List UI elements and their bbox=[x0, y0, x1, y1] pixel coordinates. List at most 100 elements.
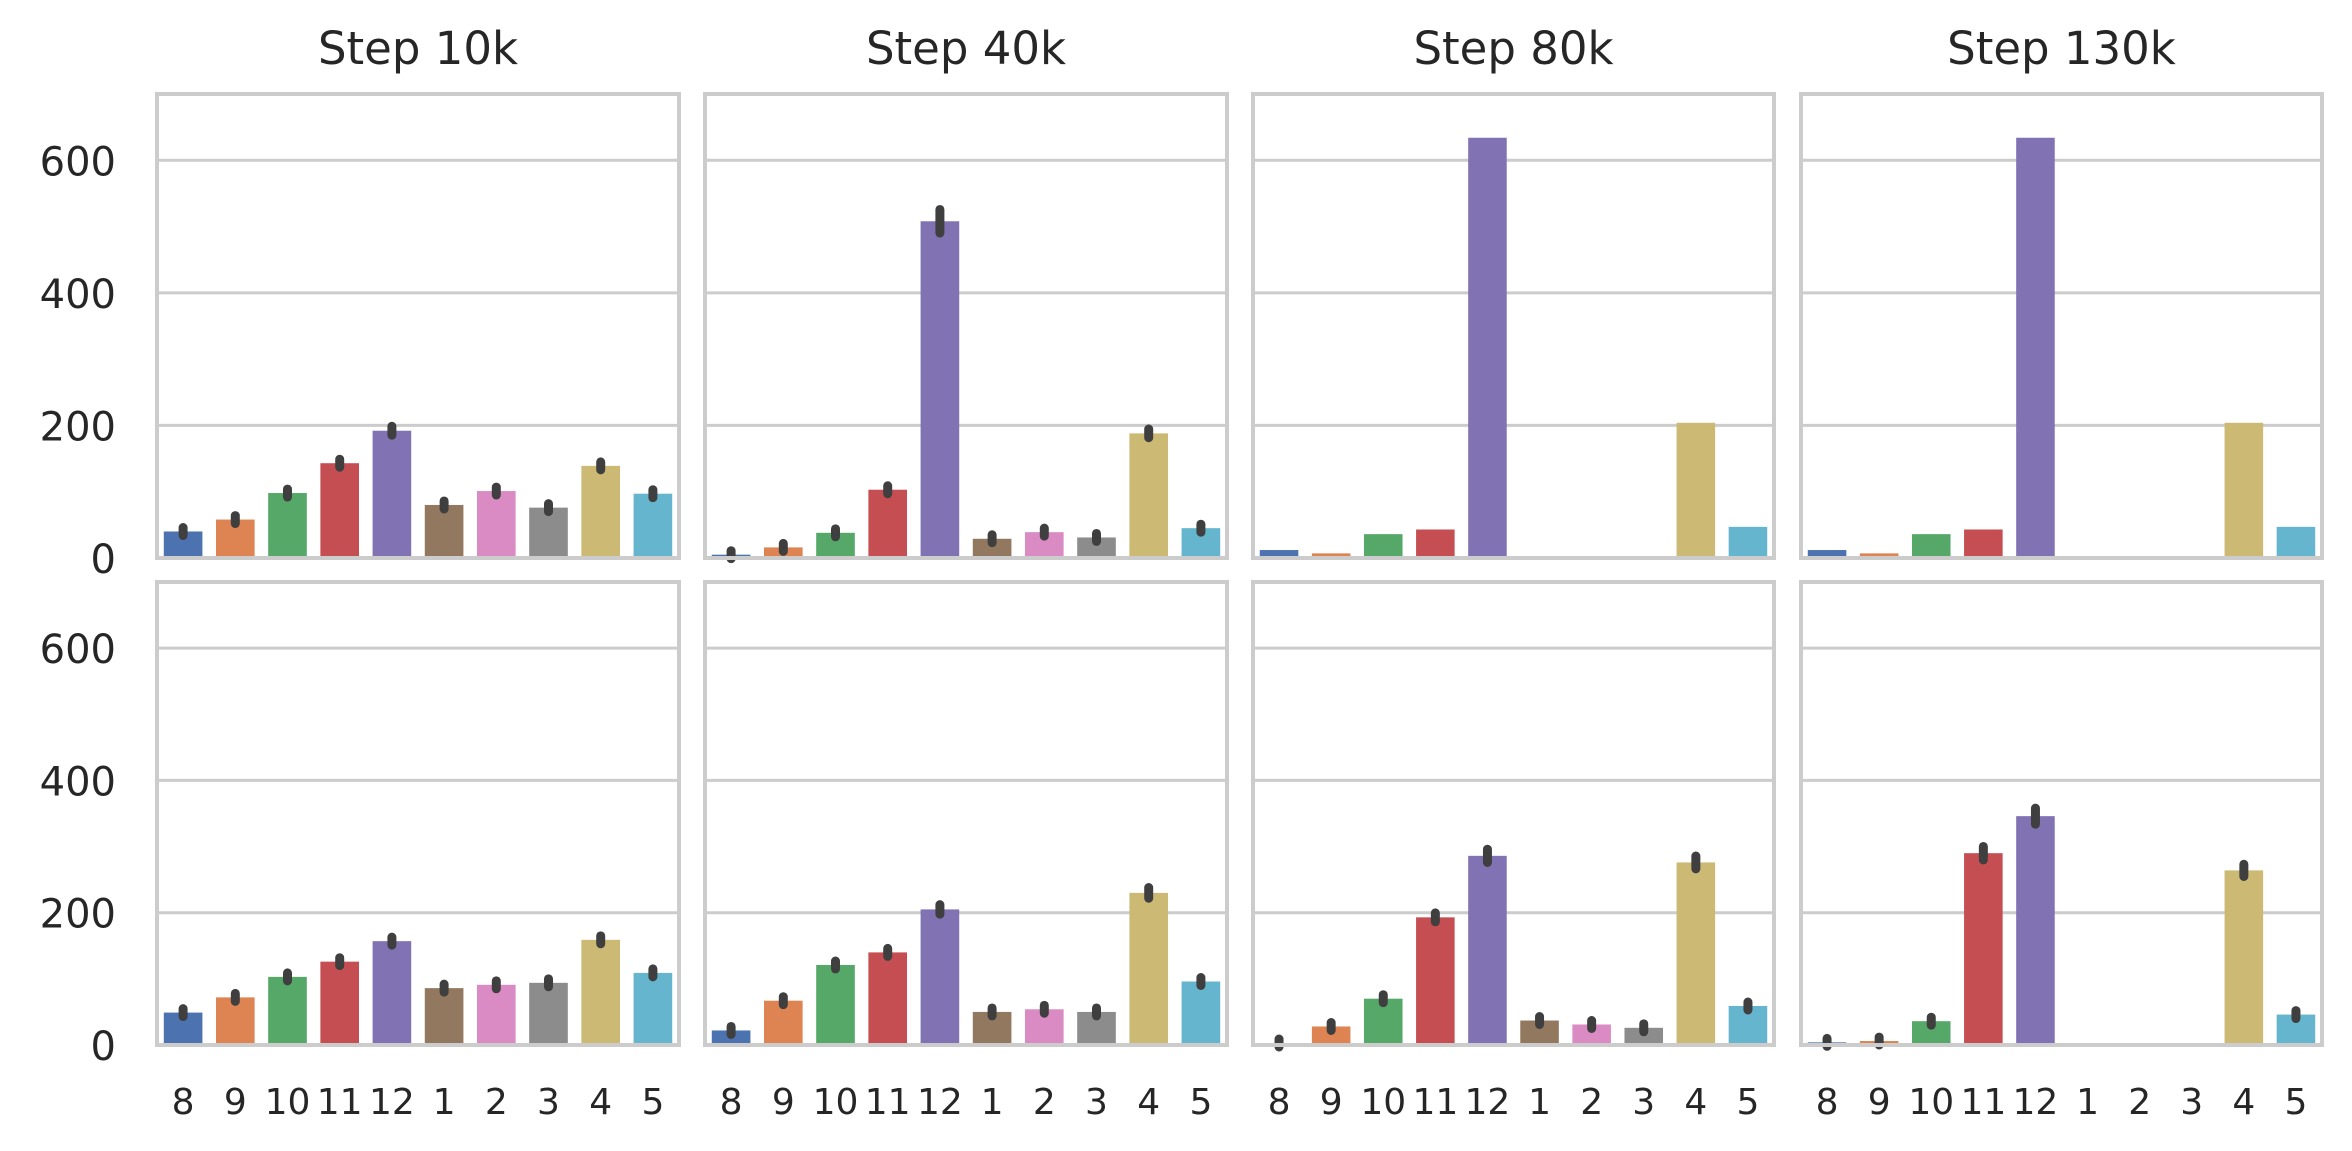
bar bbox=[633, 972, 673, 1045]
x-tick-label: 1 bbox=[433, 1082, 456, 1123]
subplot-frame bbox=[1251, 92, 1776, 560]
bar bbox=[268, 976, 307, 1045]
x-tick-label: 10 bbox=[813, 1082, 859, 1123]
x-tick-label: 3 bbox=[537, 1082, 560, 1123]
y-tick-label: 600 bbox=[40, 627, 116, 673]
subplot bbox=[703, 580, 1229, 1047]
x-tick-label: 12 bbox=[917, 1082, 963, 1123]
bar bbox=[1259, 550, 1299, 558]
x-tick-label: 10 bbox=[1360, 1082, 1406, 1123]
bar bbox=[920, 909, 960, 1045]
bar bbox=[868, 952, 908, 1045]
x-tick-label: 5 bbox=[1189, 1082, 1212, 1123]
y-tick-label: 600 bbox=[40, 139, 116, 185]
x-tick-label: 9 bbox=[1320, 1082, 1343, 1123]
bar bbox=[1728, 526, 1768, 558]
y-tick-label: 0 bbox=[91, 1024, 116, 1070]
bar bbox=[2016, 137, 2055, 558]
x-tick-label: 4 bbox=[1684, 1082, 1707, 1123]
bar bbox=[1468, 855, 1507, 1045]
subplot-frame bbox=[155, 92, 681, 560]
subplot-frame bbox=[1251, 580, 1776, 1047]
bar bbox=[1572, 1024, 1611, 1045]
x-tick-label: 4 bbox=[1137, 1082, 1160, 1123]
bar bbox=[1911, 1021, 1951, 1045]
x-tick-label: 11 bbox=[1412, 1082, 1458, 1123]
bar bbox=[2224, 870, 2264, 1045]
subplot-frame bbox=[1799, 580, 2324, 1047]
subplot-frame bbox=[155, 580, 681, 1047]
subplot bbox=[703, 92, 1229, 564]
bar bbox=[972, 538, 1012, 558]
panel-title: Step 80k bbox=[1413, 22, 1613, 75]
y-tick-label: 400 bbox=[40, 272, 116, 318]
x-tick-label: 4 bbox=[589, 1082, 612, 1123]
x-tick-label: 12 bbox=[1465, 1082, 1511, 1123]
y-tick-label: 0 bbox=[91, 537, 116, 583]
bar bbox=[581, 939, 621, 1045]
subplot-frame bbox=[703, 92, 1229, 560]
bar bbox=[1077, 537, 1116, 558]
x-tick-label: 4 bbox=[2232, 1082, 2255, 1123]
bar bbox=[868, 489, 908, 558]
x-tick-label: 3 bbox=[1085, 1082, 1108, 1123]
bar bbox=[1676, 862, 1716, 1045]
bar bbox=[1624, 1027, 1664, 1045]
x-tick-label: 3 bbox=[2180, 1082, 2203, 1123]
x-tick-label: 2 bbox=[1580, 1082, 1603, 1123]
panel-title: Step 10k bbox=[318, 22, 518, 75]
x-tick-label: 9 bbox=[1868, 1082, 1891, 1123]
bar bbox=[920, 221, 960, 559]
bar bbox=[2224, 422, 2264, 558]
subplot bbox=[155, 92, 681, 560]
subplot bbox=[1799, 580, 2324, 1051]
bar bbox=[1181, 981, 1221, 1045]
panel-title: Step 130k bbox=[1947, 22, 2176, 75]
x-tick-label: 11 bbox=[865, 1082, 911, 1123]
x-tick-label: 5 bbox=[1736, 1082, 1759, 1123]
x-tick-label: 1 bbox=[981, 1082, 1004, 1123]
x-tick-label: 12 bbox=[2013, 1082, 2059, 1123]
x-tick-label: 2 bbox=[2128, 1082, 2151, 1123]
subplot bbox=[1251, 580, 1776, 1052]
bar bbox=[1416, 529, 1455, 558]
subplot bbox=[1799, 92, 2324, 560]
bar bbox=[529, 982, 568, 1045]
panel-title: Step 40k bbox=[866, 22, 1066, 75]
y-tick-label: 400 bbox=[40, 759, 116, 805]
x-tick-label: 9 bbox=[772, 1082, 795, 1123]
x-tick-label: 8 bbox=[172, 1082, 195, 1123]
bar bbox=[1911, 534, 1951, 558]
bar bbox=[2016, 816, 2055, 1045]
bar bbox=[633, 493, 673, 558]
x-tick-label: 2 bbox=[1033, 1082, 1056, 1123]
bar bbox=[816, 964, 855, 1045]
bar bbox=[1468, 137, 1507, 558]
x-tick-label: 1 bbox=[2076, 1082, 2099, 1123]
x-tick-label: 2 bbox=[485, 1082, 508, 1123]
bar bbox=[1363, 534, 1403, 558]
bar bbox=[581, 465, 621, 558]
x-tick-label: 5 bbox=[2284, 1082, 2307, 1123]
bar bbox=[1311, 1026, 1351, 1045]
bar bbox=[476, 491, 516, 558]
x-tick-label: 5 bbox=[641, 1082, 664, 1123]
x-tick-label: 3 bbox=[1632, 1082, 1655, 1123]
bar bbox=[1859, 553, 1899, 558]
x-tick-label: 11 bbox=[1960, 1082, 2006, 1123]
x-tick-label: 11 bbox=[317, 1082, 363, 1123]
bar bbox=[1129, 892, 1169, 1045]
bar bbox=[1676, 422, 1716, 558]
bar bbox=[424, 504, 464, 558]
subplot-frame bbox=[1799, 92, 2324, 560]
bar bbox=[1416, 917, 1455, 1045]
bar bbox=[320, 463, 360, 558]
bar bbox=[320, 961, 360, 1045]
bar bbox=[268, 493, 307, 558]
bar bbox=[476, 984, 516, 1045]
bar bbox=[372, 941, 412, 1045]
x-tick-label: 12 bbox=[369, 1082, 415, 1123]
x-tick-label: 8 bbox=[1268, 1082, 1291, 1123]
x-tick-label: 1 bbox=[1528, 1082, 1551, 1123]
